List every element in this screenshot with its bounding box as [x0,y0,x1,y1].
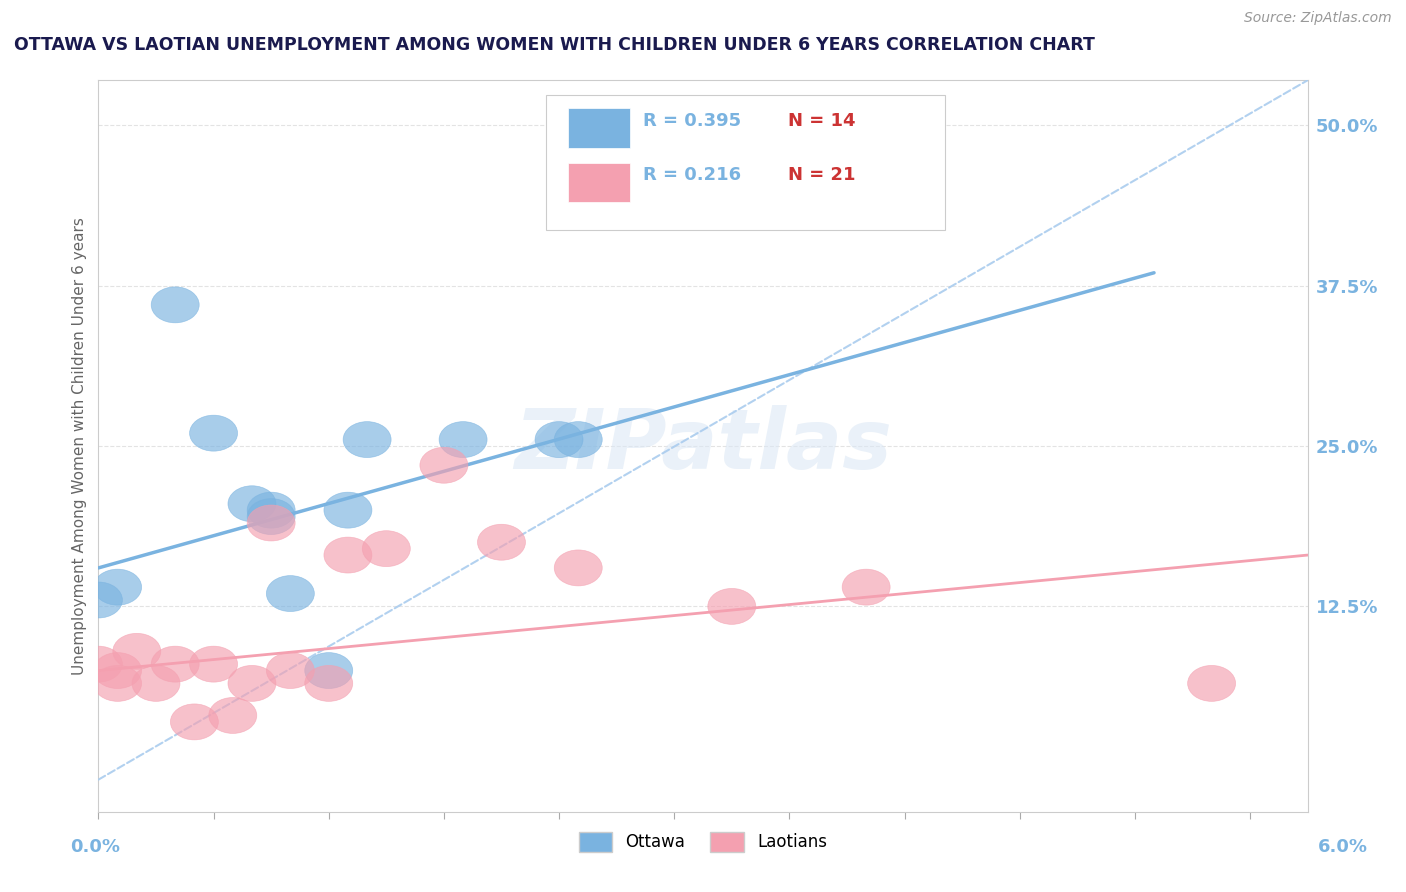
Ellipse shape [112,633,160,669]
Text: 0.0%: 0.0% [70,838,121,855]
Ellipse shape [266,653,315,689]
Legend: Ottawa, Laotians: Ottawa, Laotians [572,826,834,858]
Y-axis label: Unemployment Among Women with Children Under 6 years: Unemployment Among Women with Children U… [72,217,87,675]
Ellipse shape [94,665,142,701]
Ellipse shape [94,653,142,689]
Ellipse shape [305,665,353,701]
Text: R = 0.216: R = 0.216 [643,167,741,185]
Ellipse shape [152,646,200,682]
Text: Source: ZipAtlas.com: Source: ZipAtlas.com [1244,12,1392,25]
Ellipse shape [208,698,257,733]
Ellipse shape [152,287,200,323]
Ellipse shape [554,550,602,586]
Ellipse shape [1188,665,1236,701]
Ellipse shape [75,582,122,618]
Ellipse shape [228,665,276,701]
Ellipse shape [247,492,295,528]
Ellipse shape [190,646,238,682]
Ellipse shape [190,415,238,451]
Ellipse shape [94,569,142,605]
Ellipse shape [247,499,295,534]
Ellipse shape [554,422,602,458]
Ellipse shape [228,486,276,522]
Ellipse shape [478,524,526,560]
Text: N = 14: N = 14 [787,112,855,129]
Text: R = 0.395: R = 0.395 [643,112,741,129]
Ellipse shape [842,569,890,605]
Ellipse shape [75,646,122,682]
Ellipse shape [439,422,486,458]
FancyBboxPatch shape [568,163,630,202]
Text: OTTAWA VS LAOTIAN UNEMPLOYMENT AMONG WOMEN WITH CHILDREN UNDER 6 YEARS CORRELATI: OTTAWA VS LAOTIAN UNEMPLOYMENT AMONG WOM… [14,36,1095,54]
Ellipse shape [420,447,468,483]
Ellipse shape [132,665,180,701]
Ellipse shape [536,422,583,458]
Ellipse shape [266,575,315,612]
Ellipse shape [247,505,295,541]
Text: ZIPatlas: ZIPatlas [515,406,891,486]
Ellipse shape [363,531,411,566]
Ellipse shape [707,589,756,624]
Text: N = 21: N = 21 [787,167,855,185]
FancyBboxPatch shape [546,95,945,230]
Text: 6.0%: 6.0% [1317,838,1368,855]
Ellipse shape [323,492,373,528]
FancyBboxPatch shape [568,108,630,147]
Ellipse shape [323,537,373,573]
Ellipse shape [305,653,353,689]
Ellipse shape [343,422,391,458]
Ellipse shape [170,704,218,739]
